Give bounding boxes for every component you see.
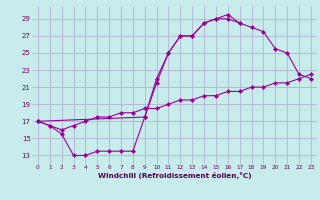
X-axis label: Windchill (Refroidissement éolien,°C): Windchill (Refroidissement éolien,°C) [98, 172, 251, 179]
